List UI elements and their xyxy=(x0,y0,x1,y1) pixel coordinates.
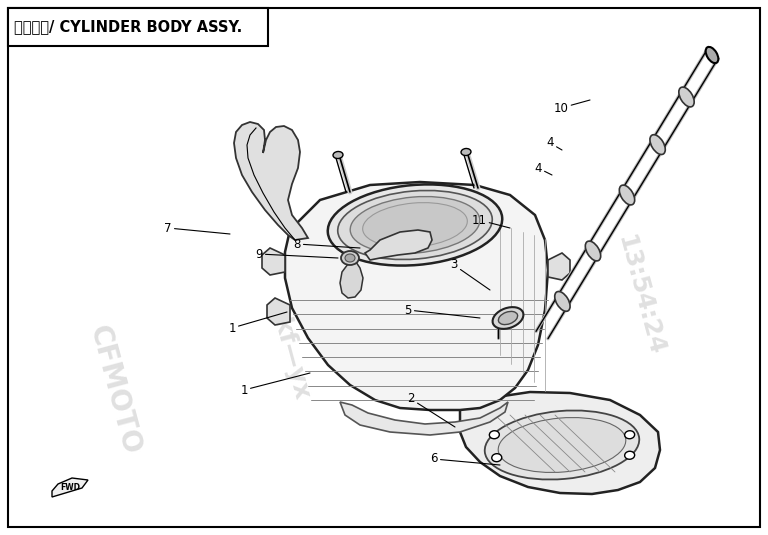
Text: 7: 7 xyxy=(164,221,230,234)
Text: kf—yx: kf—yx xyxy=(267,316,313,404)
Polygon shape xyxy=(267,298,290,325)
Polygon shape xyxy=(285,182,548,410)
Text: 4: 4 xyxy=(535,162,552,175)
Text: 8: 8 xyxy=(293,238,360,250)
Ellipse shape xyxy=(489,431,499,439)
Text: 气缸体组/ CYLINDER BODY ASSY.: 气缸体组/ CYLINDER BODY ASSY. xyxy=(14,19,242,34)
Text: 4: 4 xyxy=(546,136,562,150)
Ellipse shape xyxy=(362,203,468,247)
Ellipse shape xyxy=(585,241,601,261)
Text: 5: 5 xyxy=(404,303,480,318)
Text: 2021–08: 2021–08 xyxy=(433,270,487,389)
Ellipse shape xyxy=(461,149,471,156)
Ellipse shape xyxy=(328,185,502,265)
Ellipse shape xyxy=(706,47,718,63)
Text: 11: 11 xyxy=(472,213,510,228)
Bar xyxy=(8,8,268,46)
Text: 1: 1 xyxy=(228,312,287,334)
Text: CFMOTO: CFMOTO xyxy=(84,322,146,458)
Ellipse shape xyxy=(554,292,570,311)
Ellipse shape xyxy=(624,431,634,439)
Text: 13:54:24: 13:54:24 xyxy=(612,232,667,358)
Text: 9: 9 xyxy=(255,248,338,261)
Ellipse shape xyxy=(350,196,480,254)
Ellipse shape xyxy=(492,307,524,329)
Polygon shape xyxy=(340,402,508,435)
Ellipse shape xyxy=(333,151,343,158)
Ellipse shape xyxy=(619,185,634,205)
Text: 10: 10 xyxy=(554,100,590,114)
Text: 6: 6 xyxy=(430,453,500,465)
Polygon shape xyxy=(460,392,660,494)
Ellipse shape xyxy=(498,311,518,325)
Ellipse shape xyxy=(338,190,492,259)
Polygon shape xyxy=(262,248,285,275)
Polygon shape xyxy=(548,253,570,280)
Ellipse shape xyxy=(679,87,694,107)
Polygon shape xyxy=(52,478,88,497)
Polygon shape xyxy=(340,262,363,298)
Ellipse shape xyxy=(650,135,665,155)
Ellipse shape xyxy=(492,454,502,462)
Text: FWD: FWD xyxy=(60,484,80,493)
Text: 1: 1 xyxy=(240,373,310,396)
Ellipse shape xyxy=(341,251,359,265)
Ellipse shape xyxy=(498,417,626,472)
Polygon shape xyxy=(365,230,432,260)
Text: 2: 2 xyxy=(407,393,455,427)
Ellipse shape xyxy=(345,254,355,262)
Ellipse shape xyxy=(624,451,634,459)
Text: 3: 3 xyxy=(450,258,490,290)
Polygon shape xyxy=(234,122,308,240)
Ellipse shape xyxy=(485,410,639,479)
